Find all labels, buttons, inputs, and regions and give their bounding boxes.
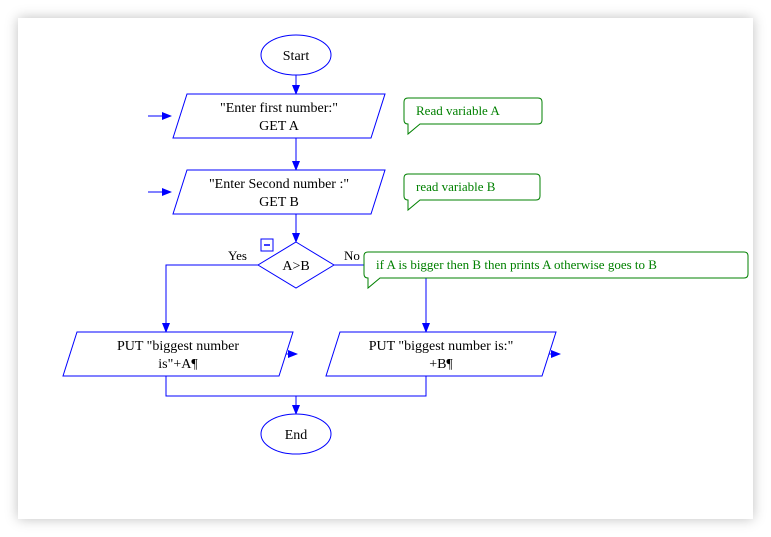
start-label: Start xyxy=(283,49,310,64)
decision-label: A>B xyxy=(282,259,309,274)
collapse-icon[interactable] xyxy=(261,239,273,251)
node-start: Start xyxy=(261,35,331,75)
end-label: End xyxy=(285,428,308,443)
input-a-line1: "Enter first number:" xyxy=(220,101,338,116)
input-a-line2: GET A xyxy=(259,119,300,134)
node-end: End xyxy=(261,414,331,454)
callout-read-b: read variable B xyxy=(404,174,540,210)
callout-b-text: read variable B xyxy=(416,179,496,194)
node-output-a: PUT "biggest number is"+A¶ xyxy=(63,332,293,376)
callout-a-text: Read variable A xyxy=(416,103,500,118)
input-b-line2: GET B xyxy=(259,195,299,210)
output-b-line2: +B¶ xyxy=(429,357,453,372)
node-output-b: PUT "biggest number is:" +B¶ xyxy=(326,332,556,376)
flowchart-svg: Yes No Start "Enter first number:" GET A… xyxy=(18,18,753,519)
output-a-line1: PUT "biggest number xyxy=(117,339,239,354)
branch-label-no: No xyxy=(344,248,360,263)
callout-decision: if A is bigger then B then prints A othe… xyxy=(364,252,748,288)
flowchart-container: Yes No Start "Enter first number:" GET A… xyxy=(0,0,771,537)
output-b-line1: PUT "biggest number is:" xyxy=(369,339,514,354)
node-input-b: "Enter Second number :" GET B xyxy=(173,170,385,214)
callout-c-text: if A is bigger then B then prints A othe… xyxy=(376,257,657,272)
callout-read-a: Read variable A xyxy=(404,98,542,134)
input-b-line1: "Enter Second number :" xyxy=(209,177,349,192)
node-input-a: "Enter first number:" GET A xyxy=(173,94,385,138)
output-a-line2: is"+A¶ xyxy=(158,357,198,372)
branch-label-yes: Yes xyxy=(228,248,247,263)
